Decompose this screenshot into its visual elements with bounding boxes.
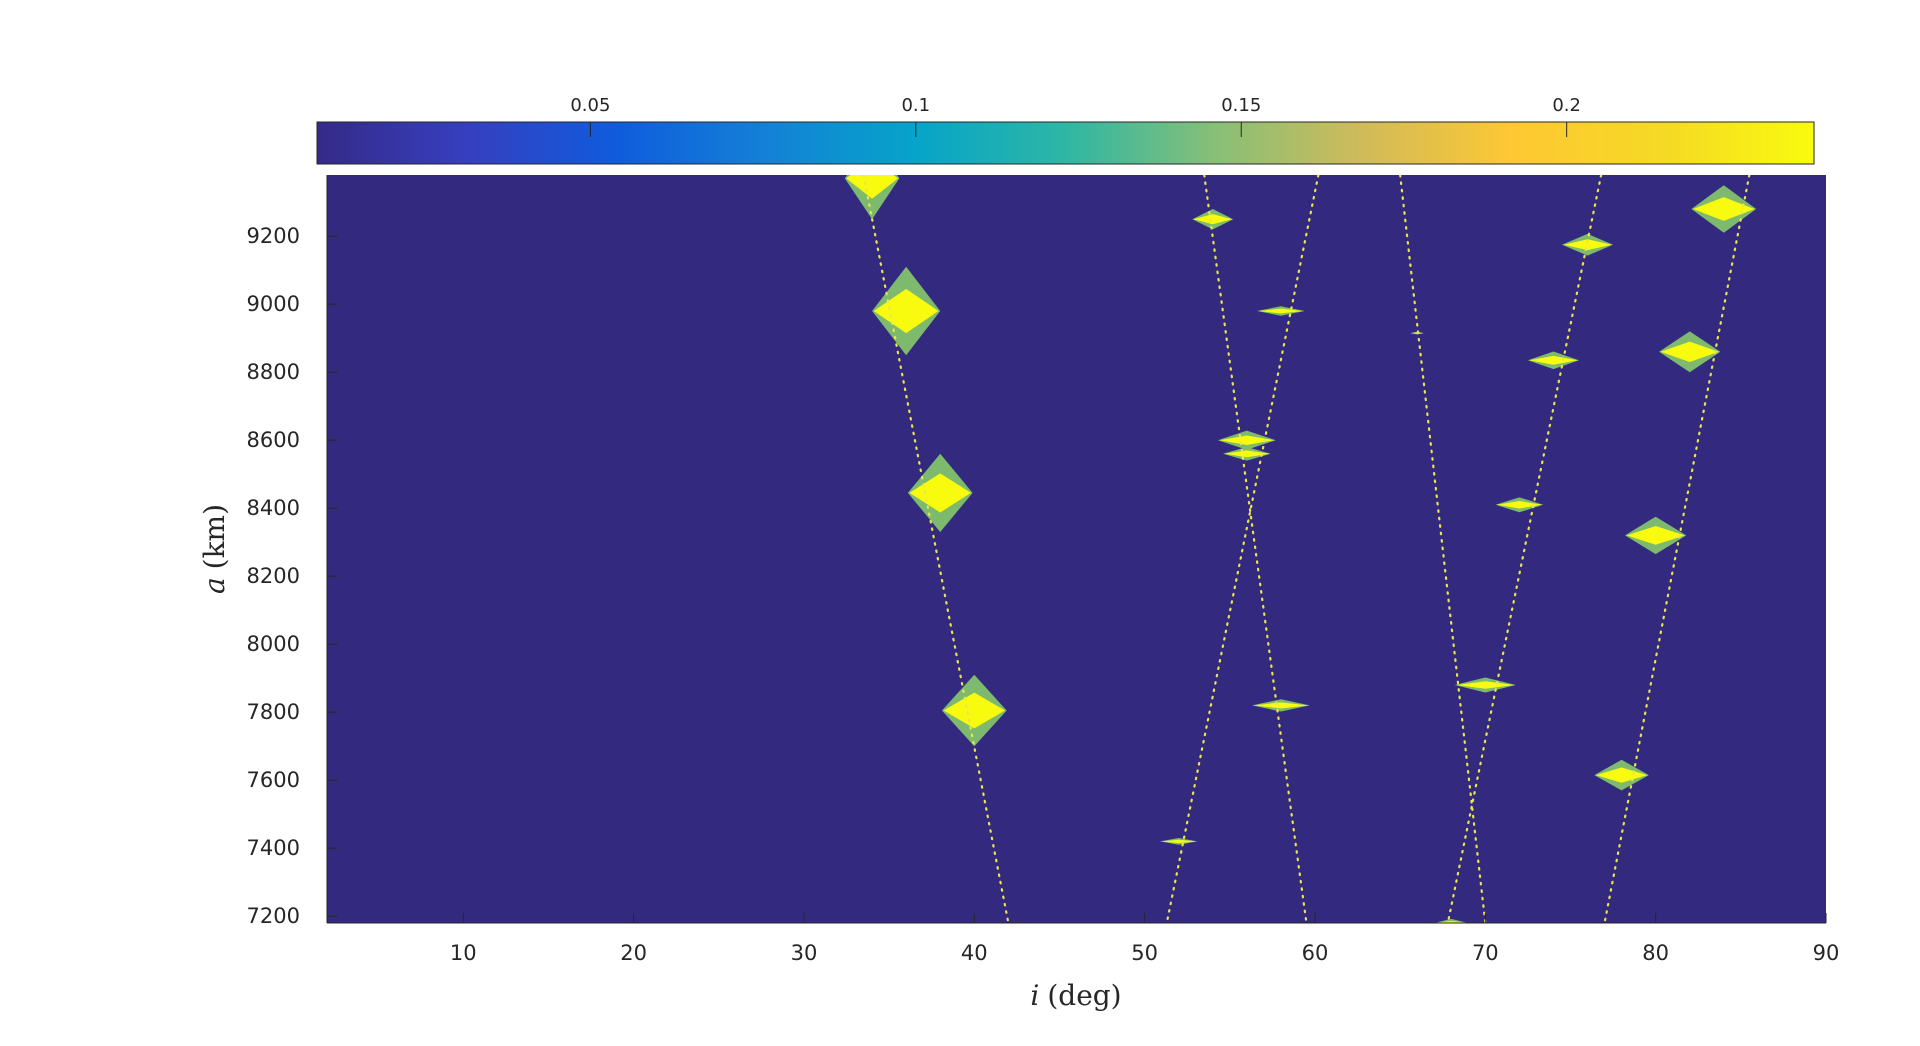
x-tick-label: 30 xyxy=(791,941,818,965)
x-tick-label: 90 xyxy=(1813,941,1840,965)
heatmap-peaks xyxy=(844,175,1757,923)
peak-core xyxy=(1435,920,1468,923)
resonance-curve xyxy=(1446,175,1603,923)
resonance-curve xyxy=(862,175,1010,923)
colorbar: 0.05 0.1 0.15 0.2 xyxy=(316,95,1815,165)
peak-core xyxy=(1660,341,1719,362)
y-axis-symbol: a xyxy=(198,577,231,594)
x-tick-label: 60 xyxy=(1302,941,1329,965)
peak-core xyxy=(1626,526,1685,545)
x-axis-ticks: 10 20 30 40 50 60 70 80 90 xyxy=(450,913,1839,965)
y-tick-label: 8600 xyxy=(247,428,300,452)
y-tick-label: 7400 xyxy=(247,836,300,860)
y-tick-label: 9000 xyxy=(247,292,300,316)
colorbar-tick-label: 0.2 xyxy=(1552,95,1581,116)
y-axis: 7200 7400 7600 7800 8000 8200 8400 8600 8800 9000… xyxy=(198,175,337,928)
peak-core xyxy=(1693,197,1755,221)
colorbar-gradient xyxy=(316,121,1815,165)
x-tick-label: 80 xyxy=(1642,941,1669,965)
peak-core xyxy=(1219,435,1275,445)
y-tick-label: 8000 xyxy=(247,632,300,656)
peak-core xyxy=(909,473,971,513)
peak-core xyxy=(1258,308,1304,314)
peak-core xyxy=(1224,450,1270,458)
y-tick-label: 7200 xyxy=(247,904,300,928)
resonance-curve xyxy=(1603,175,1751,923)
y-tick-label: 8200 xyxy=(247,564,300,588)
y-axis-label: a (km) xyxy=(198,504,231,594)
peak-core xyxy=(873,288,939,334)
colorbar-tick-label: 0.05 xyxy=(570,95,610,116)
peak-halo xyxy=(1434,918,1469,923)
x-axis-unit: (deg) xyxy=(1047,979,1121,1012)
colorbar-tick-label: 0.1 xyxy=(901,95,930,116)
resonance-curves xyxy=(862,175,1751,923)
x-tick-label: 40 xyxy=(961,941,988,965)
y-axis-unit: (km) xyxy=(198,504,231,569)
peak-core xyxy=(1193,214,1233,225)
x-axis: 10 20 30 40 50 60 70 80 90 i (deg) xyxy=(327,913,1839,1012)
x-tick-label: 20 xyxy=(620,941,647,965)
resonance-curve xyxy=(1203,175,1308,923)
peak-core xyxy=(1160,839,1197,844)
x-tick-label: 50 xyxy=(1131,941,1158,965)
y-tick-label: 8400 xyxy=(247,496,300,520)
x-axis-symbol: i xyxy=(1030,979,1039,1012)
peak-core xyxy=(1529,355,1578,365)
peak-core xyxy=(1456,681,1515,689)
colorbar-ticks: 0.05 0.1 0.15 0.2 xyxy=(570,95,1581,137)
y-tick-label: 7800 xyxy=(247,700,300,724)
colorbar-tick-label: 0.15 xyxy=(1221,95,1261,116)
peak-core xyxy=(1563,239,1612,251)
x-tick-label: 70 xyxy=(1472,941,1499,965)
heatmap-background xyxy=(327,175,1826,923)
resonance-curve xyxy=(1399,175,1487,923)
y-tick-label: 7600 xyxy=(247,768,300,792)
x-tick-label: 10 xyxy=(450,941,477,965)
peak-core xyxy=(846,175,898,199)
peak-core xyxy=(1496,501,1543,509)
resonance-curve xyxy=(1165,175,1320,923)
y-tick-label: 9200 xyxy=(247,224,300,248)
y-axis-ticks: 7200 7400 7600 7800 8000 8200 8400 8600 8800 9000… xyxy=(247,224,337,928)
peak-core xyxy=(1253,702,1309,709)
x-axis-label: i (deg) xyxy=(1030,979,1121,1012)
plot-area xyxy=(327,175,1826,923)
peak-core xyxy=(943,692,1006,729)
y-tick-label: 8800 xyxy=(247,360,300,384)
